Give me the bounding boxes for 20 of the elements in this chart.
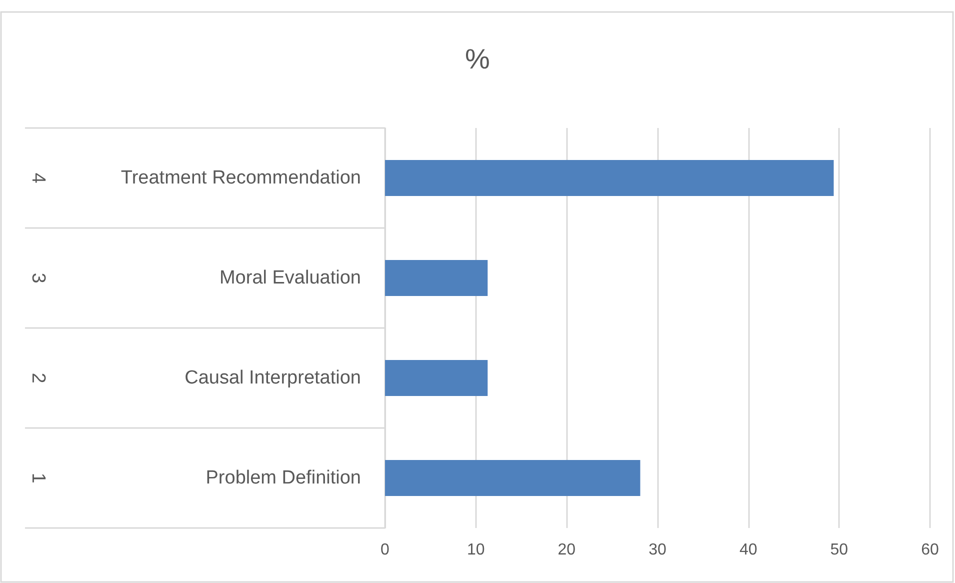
x-tick-label: 10 — [466, 542, 485, 558]
bar — [385, 460, 640, 496]
x-tick-label: 30 — [648, 542, 666, 558]
y-tick-label: Treatment Recommendation — [120, 168, 361, 188]
text: 4 — [28, 172, 48, 184]
y-tick-label: Causal Interpretation — [184, 368, 361, 388]
x-tick-label: 0 — [380, 542, 390, 558]
x-tick-label: 60 — [921, 542, 939, 558]
x-tick-label: 20 — [558, 542, 576, 558]
text: 3 — [28, 272, 48, 284]
y-tick-label: Moral Evaluation — [219, 268, 361, 288]
bar — [385, 360, 488, 396]
text: 1 — [28, 472, 48, 484]
chart-title: % — [465, 44, 490, 74]
x-tick-label: 40 — [739, 542, 758, 558]
text: 2 — [28, 372, 48, 384]
bar — [385, 160, 834, 196]
y-tick-label: Problem Definition — [206, 468, 361, 488]
bar — [385, 260, 488, 296]
x-tick-label: 50 — [830, 542, 848, 558]
